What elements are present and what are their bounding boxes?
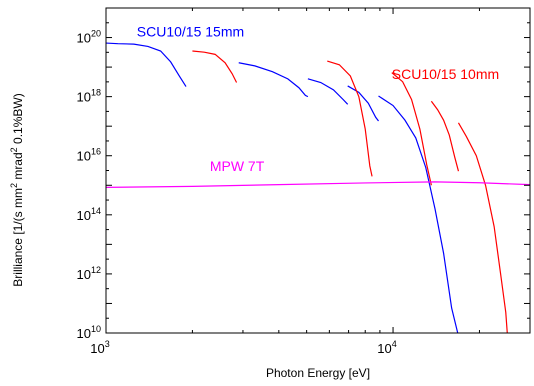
plot-frame bbox=[105, 7, 531, 334]
series-1-segment-3 bbox=[430, 100, 460, 172]
plot-area bbox=[106, 42, 530, 333]
x-axis-label: Photon Energy [eV] bbox=[266, 366, 370, 380]
series-annotation: SCU10/15 10mm bbox=[392, 66, 499, 82]
series-0-segment-1 bbox=[238, 62, 309, 98]
axes: 1010 1012 1014 1016 1018 1020 103 104 SCU10/15 1… bbox=[77, 7, 531, 356]
svg-text:Brilliance [1/(s mm2 mrad2 0.1: Brilliance [1/(s mm2 mrad2 0.1%BW) bbox=[9, 93, 25, 286]
y-axis-label-part: mrad bbox=[11, 152, 25, 183]
y-tick-label: 1016 bbox=[77, 147, 101, 164]
y-axis-label-part: Brilliance [1/(s mm bbox=[11, 188, 25, 287]
series-0-segment-4 bbox=[378, 95, 459, 333]
series-1-segment-0 bbox=[192, 50, 238, 83]
series-1-segment-2 bbox=[391, 72, 432, 186]
y-tick-label: 1010 bbox=[77, 324, 101, 341]
series-0-segment-0 bbox=[106, 42, 187, 87]
x-tick-label: 103 bbox=[90, 339, 109, 356]
series-group bbox=[106, 42, 530, 333]
y-axis-label-part: 0.1%BW) bbox=[11, 93, 25, 147]
y-tick-label: 1018 bbox=[77, 88, 101, 105]
series-0-segment-3 bbox=[347, 85, 379, 122]
y-axis-label-superscript: 2 bbox=[9, 147, 19, 152]
y-axis-label: Brilliance [1/(s mm2 mrad2 0.1%BW) bbox=[9, 93, 25, 286]
series-1-segment-4 bbox=[457, 122, 508, 333]
series-1-segment-1 bbox=[327, 60, 373, 177]
y-axis-label-superscript: 2 bbox=[9, 183, 19, 188]
y-tick-label: 1012 bbox=[77, 265, 101, 282]
series-annotation: MPW 7T bbox=[210, 158, 265, 174]
series-2-segment-0 bbox=[106, 181, 530, 188]
series-0-segment-2 bbox=[307, 78, 349, 105]
x-tick-label: 104 bbox=[377, 339, 396, 356]
y-tick-label: 1020 bbox=[77, 29, 101, 46]
series-annotation: SCU10/15 15mm bbox=[137, 23, 244, 39]
y-tick-label: 1014 bbox=[77, 206, 101, 223]
